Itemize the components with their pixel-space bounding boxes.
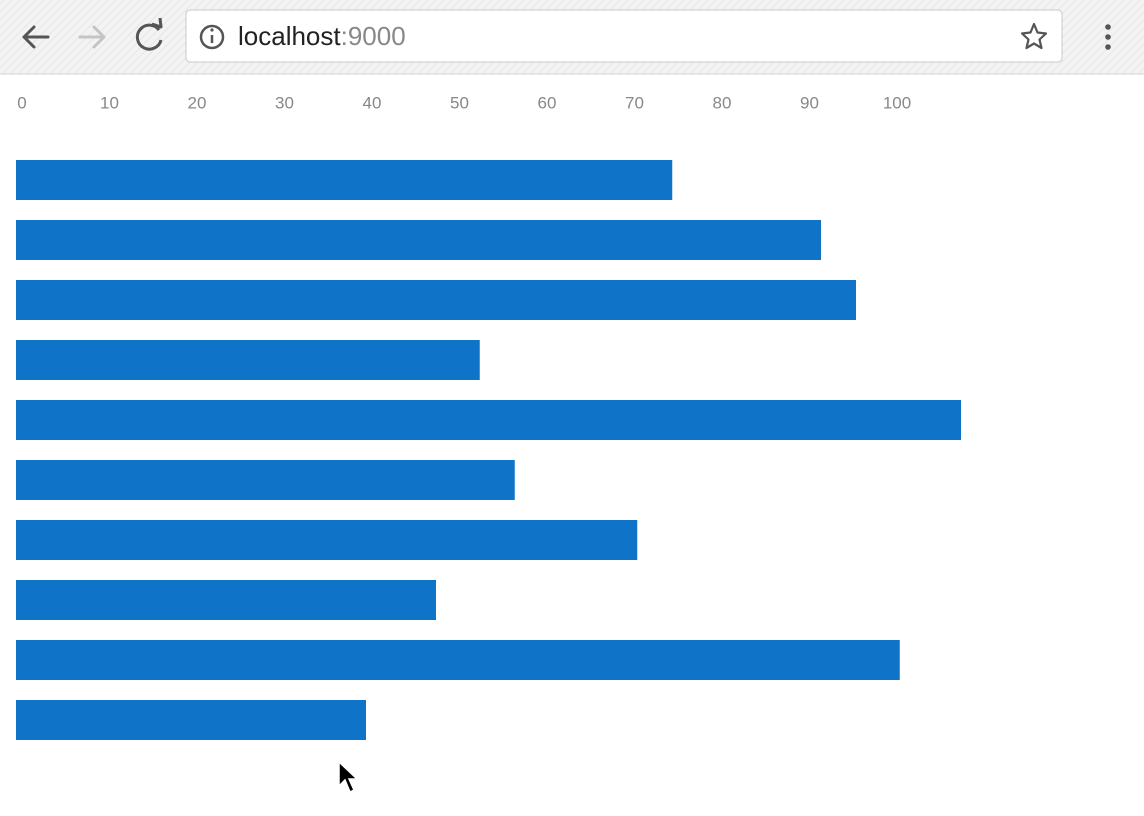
reload-button[interactable] <box>135 17 163 51</box>
menu-button[interactable] <box>1105 24 1111 50</box>
x-tick-label: 90 <box>800 93 819 112</box>
x-tick-label: 0 <box>17 93 26 112</box>
x-tick-label: 100 <box>883 93 911 112</box>
x-tick-label: 50 <box>450 93 469 112</box>
forward-button[interactable] <box>78 25 106 49</box>
address-bar[interactable] <box>185 9 1063 63</box>
bar <box>16 580 436 620</box>
toolbar: localhost:9000 <box>0 0 1144 75</box>
mouse-cursor <box>338 760 359 794</box>
x-tick-label: 80 <box>713 93 732 112</box>
bar <box>16 220 821 260</box>
x-tick-label: 40 <box>363 93 382 112</box>
bar <box>16 460 515 500</box>
x-tick-label: 30 <box>275 93 294 112</box>
x-tick-label: 70 <box>625 93 644 112</box>
bar <box>16 400 961 440</box>
url-host: localhost <box>238 21 341 51</box>
bar <box>16 700 366 740</box>
bar <box>16 640 900 680</box>
chart: 0 10 20 30 40 50 60 70 80 90 100 <box>16 93 961 740</box>
bar <box>16 280 856 320</box>
bar <box>16 520 638 560</box>
x-tick-label: 60 <box>538 93 557 112</box>
url: localhost:9000 <box>238 21 406 51</box>
info-icon[interactable] <box>199 24 225 50</box>
bar <box>16 160 673 200</box>
x-tick-label: 10 <box>100 93 119 112</box>
back-button[interactable] <box>22 25 50 49</box>
bar <box>16 340 480 380</box>
bookmark-star[interactable] <box>1020 22 1048 50</box>
url-port: :9000 <box>341 21 406 51</box>
x-tick-label: 20 <box>188 93 207 112</box>
